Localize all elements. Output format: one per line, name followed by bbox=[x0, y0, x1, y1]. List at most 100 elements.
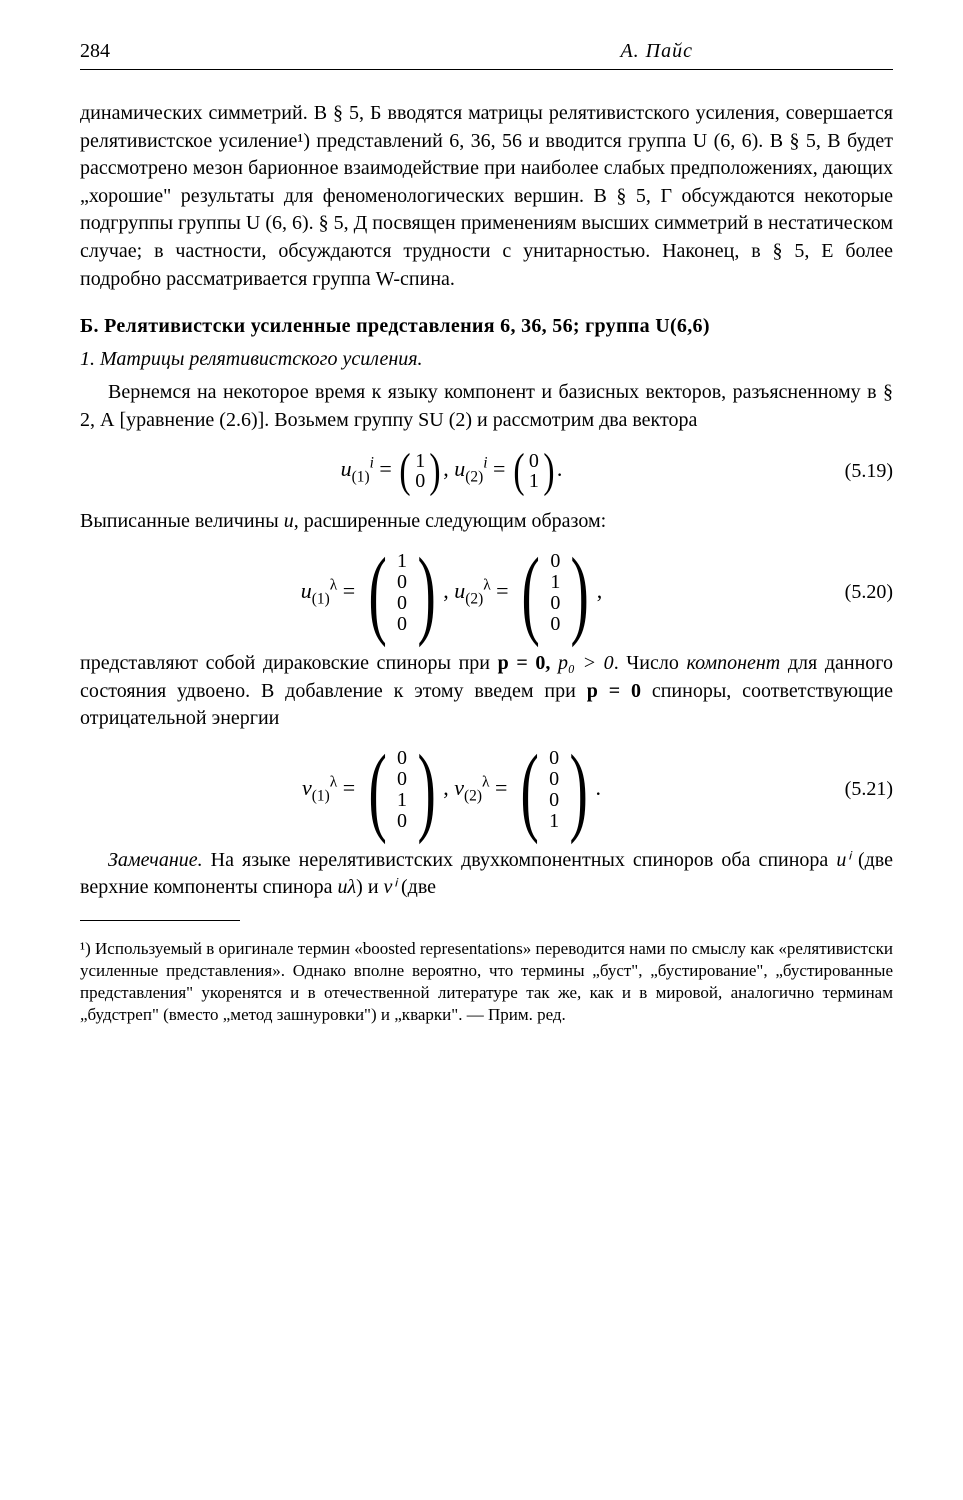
eq519-u2-sym: u bbox=[454, 456, 465, 481]
eq521-v1-vec: ( 0 0 1 0 ) bbox=[361, 747, 444, 833]
eq519-tail: . bbox=[557, 456, 563, 481]
eq519-u2-vec: ( 0 1 ) bbox=[511, 448, 557, 494]
eq521-v1-c3: 1 bbox=[397, 790, 407, 811]
eq520-u1-vec: ( 1 0 0 0 ) bbox=[361, 550, 444, 636]
p3-post: , расширенные следующим образом: bbox=[294, 510, 606, 532]
p4-d: . Число bbox=[614, 652, 687, 674]
eq521-eq2: = bbox=[489, 775, 512, 800]
eq521-eq1: = bbox=[337, 775, 360, 800]
p5-e: uλ bbox=[338, 876, 357, 898]
eq520-u2-c3: 0 bbox=[550, 593, 560, 614]
eq519-u1-vec: ( 1 0 ) bbox=[397, 448, 443, 494]
paragraph-1: динамических симметрий. В § 5, Б вводятс… bbox=[80, 100, 893, 293]
eq520-u1-sym: u bbox=[301, 578, 312, 603]
author-name: А. Пайс bbox=[620, 40, 693, 63]
eq520-eq2: = bbox=[491, 578, 514, 603]
eq521-v1-sym: v bbox=[302, 775, 312, 800]
page-number: 284 bbox=[80, 40, 110, 63]
paragraph-3: Выписанные величины u, расширенные следу… bbox=[80, 508, 893, 536]
eq520-u2-c2: 1 bbox=[550, 572, 560, 593]
eq520-sep: , bbox=[443, 578, 454, 603]
eq519-u2-eq: = bbox=[487, 456, 510, 481]
bracket-right-icon: ) bbox=[417, 747, 435, 833]
paren-right-icon: ) bbox=[430, 448, 441, 494]
eq520-u1-c4: 0 bbox=[397, 614, 407, 635]
paren-left-icon: ( bbox=[400, 448, 411, 494]
equation-5-21-body: v(1)λ = ( 0 0 1 0 ) , v(2)λ = ( 0 0 0 bbox=[80, 747, 823, 833]
footnote-rule bbox=[80, 920, 240, 921]
eq519-sep: , bbox=[443, 456, 454, 481]
p5-a: Замечание. bbox=[108, 849, 203, 871]
subsection-1-title: 1. Матрицы релятивистского усиления. bbox=[80, 348, 893, 371]
equation-number-519: (5.19) bbox=[823, 460, 893, 483]
paragraph-5: Замечание. На языке нерелятивистских дву… bbox=[80, 847, 893, 902]
paren-left-icon: ( bbox=[513, 448, 524, 494]
p4-g: p = 0 bbox=[587, 680, 641, 702]
equation-5-19-body: u(1)i = ( 1 0 ) , u(2)i = ( 0 1 ) . bbox=[80, 448, 823, 494]
equation-5-19: u(1)i = ( 1 0 ) , u(2)i = ( 0 1 ) . (5.1… bbox=[80, 448, 893, 494]
p4-a: представляют собой дираковские спиноры п… bbox=[80, 652, 498, 674]
eq521-sep: , bbox=[443, 775, 454, 800]
eq519-u2-sub: (2) bbox=[465, 469, 483, 486]
eq519-u2-bot: 1 bbox=[529, 471, 539, 491]
eq521-v2-c4: 1 bbox=[549, 811, 559, 832]
eq520-u2-sup: λ bbox=[483, 577, 490, 594]
p4-e: компонент bbox=[686, 652, 780, 674]
eq519-u1-col: 1 0 bbox=[413, 451, 427, 491]
paragraph-4: представляют собой дираковские спиноры п… bbox=[80, 650, 893, 733]
eq519-u1-top: 1 bbox=[415, 451, 425, 471]
footnote-1: ¹) Используемый в оригинале термин «boos… bbox=[80, 938, 893, 1026]
page: 284 А. Пайс динамических симметрий. В § … bbox=[0, 0, 963, 1093]
bracket-right-icon: ) bbox=[417, 550, 435, 636]
eq520-u1-c1: 1 bbox=[397, 551, 407, 572]
bracket-left-icon: ( bbox=[368, 747, 386, 833]
eq520-u1-col: 1 0 0 0 bbox=[394, 551, 410, 635]
paren-right-icon: ) bbox=[543, 448, 554, 494]
eq520-tail: , bbox=[597, 578, 603, 603]
paragraph-2: Вернемся на некоторое время к языку комп… bbox=[80, 379, 893, 434]
equation-5-21: v(1)λ = ( 0 0 1 0 ) , v(2)λ = ( 0 0 0 bbox=[80, 747, 893, 833]
p5-f: ) и bbox=[356, 876, 383, 898]
eq521-v2-sub: (2) bbox=[464, 787, 482, 804]
p3-pre: Выписанные величины bbox=[80, 510, 284, 532]
eq519-u1-sub: (1) bbox=[352, 469, 370, 486]
equation-5-20-body: u(1)λ = ( 1 0 0 0 ) , u(2)λ = ( 0 1 0 bbox=[80, 550, 823, 636]
eq520-u2-col: 0 1 0 0 bbox=[547, 551, 563, 635]
equation-number-521: (5.21) bbox=[823, 778, 893, 801]
eq520-u2-sub: (2) bbox=[465, 590, 483, 607]
eq521-v2-sym: v bbox=[454, 775, 464, 800]
eq519-u1-eq: = bbox=[374, 456, 397, 481]
bracket-right-icon: ) bbox=[571, 550, 589, 636]
eq521-v2-c3: 0 bbox=[549, 790, 559, 811]
bracket-left-icon: ( bbox=[522, 550, 540, 636]
section-b-title: Б. Релятивистски усиленные представления… bbox=[80, 315, 893, 338]
eq520-u2-vec: ( 0 1 0 0 ) bbox=[514, 550, 597, 636]
equation-5-20: u(1)λ = ( 1 0 0 0 ) , u(2)λ = ( 0 1 0 bbox=[80, 550, 893, 636]
eq521-tail: . bbox=[595, 775, 601, 800]
eq521-v1-sub: (1) bbox=[312, 787, 330, 804]
eq520-u1-c2: 0 bbox=[397, 572, 407, 593]
eq521-v1-c2: 0 bbox=[397, 769, 407, 790]
eq519-u2-col: 0 1 bbox=[527, 451, 541, 491]
p4-b: p = 0, bbox=[498, 652, 558, 674]
eq521-v1-c1: 0 bbox=[397, 748, 407, 769]
eq520-u2-c4: 0 bbox=[550, 614, 560, 635]
eq521-v1-c4: 0 bbox=[397, 811, 407, 832]
eq521-v1-col: 0 0 1 0 bbox=[394, 748, 410, 832]
eq521-v2-col: 0 0 0 1 bbox=[546, 748, 562, 832]
eq521-v2-c2: 0 bbox=[549, 769, 559, 790]
eq520-u2-sym: u bbox=[454, 578, 465, 603]
eq520-u1-c3: 0 bbox=[397, 593, 407, 614]
eq520-u2-c1: 0 bbox=[550, 551, 560, 572]
bracket-left-icon: ( bbox=[520, 747, 538, 833]
eq519-u2-top: 0 bbox=[529, 451, 539, 471]
eq521-v2-c1: 0 bbox=[549, 748, 559, 769]
p5-b: На языке нерелятивистских двухкомпонентн… bbox=[203, 849, 837, 871]
eq520-eq1: = bbox=[337, 578, 360, 603]
p3-u: u bbox=[284, 510, 294, 532]
eq519-u1-sym: u bbox=[341, 456, 352, 481]
p4-c: p₀ > 0 bbox=[558, 652, 614, 674]
page-header: 284 А. Пайс bbox=[80, 40, 893, 70]
bracket-right-icon: ) bbox=[570, 747, 588, 833]
p5-g: vⁱ bbox=[384, 876, 396, 898]
